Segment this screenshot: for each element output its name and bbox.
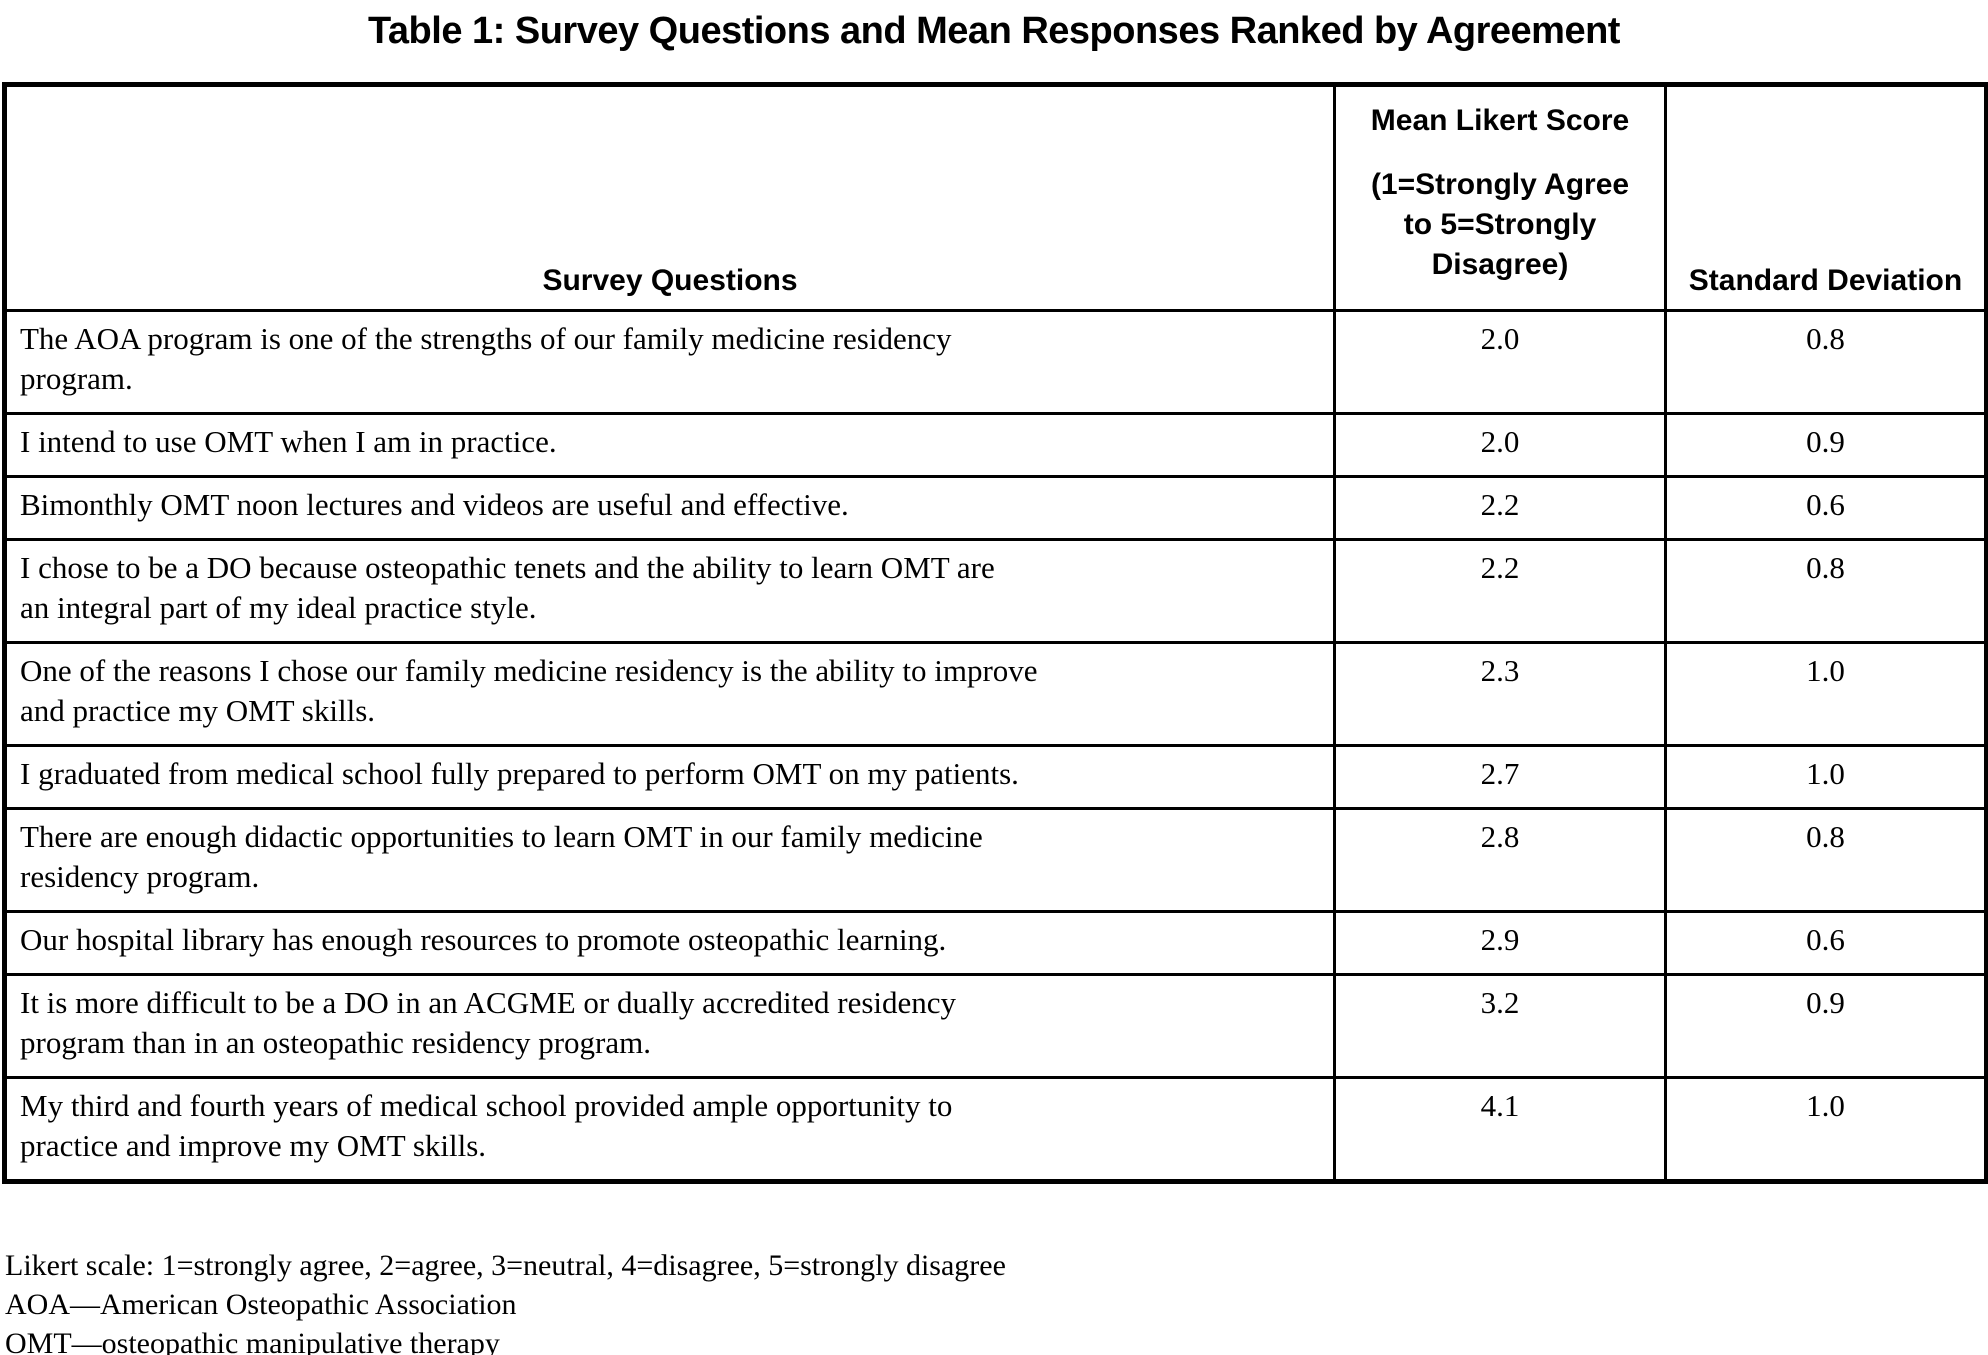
table-row: My third and fourth years of medical sch…	[3, 1076, 1988, 1183]
table-row: Bimonthly OMT noon lectures and videos a…	[3, 475, 1988, 541]
sd-cell: 0.8	[1664, 807, 1988, 913]
sd-cell: 0.9	[1664, 973, 1988, 1079]
question-cell: My third and fourth years of medical sch…	[3, 1076, 1336, 1183]
mean-score-cell: 2.2	[1333, 475, 1667, 541]
table-row: One of the reasons I chose our family me…	[3, 641, 1988, 747]
sd-cell: 0.8	[1664, 309, 1988, 415]
question-cell: Bimonthly OMT noon lectures and videos a…	[3, 475, 1336, 541]
mean-score-cell: 4.1	[1333, 1076, 1667, 1183]
table-row: It is more difficult to be a DO in an AC…	[3, 973, 1988, 1079]
likert-header-line1: Mean Likert Score	[1370, 104, 1630, 137]
footnote-aoa: AOA—American Osteopathic Association	[5, 1288, 517, 1321]
mean-score-cell: 2.0	[1333, 412, 1667, 478]
mean-score-cell: 2.0	[1333, 309, 1667, 415]
question-cell: There are enough didactic opportunities …	[3, 807, 1336, 913]
footnote-likert-scale: Likert scale: 1=strongly agree, 2=agree,…	[5, 1249, 1006, 1282]
question-cell: I chose to be a DO because osteopathic t…	[3, 538, 1336, 644]
header-row: Survey Questions Mean Likert Score (1=St…	[3, 83, 1988, 312]
question-cell: I graduated from medical school fully pr…	[3, 744, 1336, 810]
column-header-survey-questions: Survey Questions	[3, 83, 1336, 312]
sd-cell: 0.6	[1664, 475, 1988, 541]
question-cell: It is more difficult to be a DO in an AC…	[3, 973, 1336, 1079]
mean-score-cell: 2.8	[1333, 807, 1667, 913]
table-row: Our hospital library has enough resource…	[3, 910, 1988, 976]
sd-cell: 1.0	[1664, 744, 1988, 810]
mean-score-cell: 2.9	[1333, 910, 1667, 976]
table-row: I intend to use OMT when I am in practic…	[3, 412, 1988, 478]
survey-table: Survey Questions Mean Likert Score (1=St…	[2, 82, 1988, 1184]
mean-score-cell: 2.2	[1333, 538, 1667, 644]
sd-cell: 1.0	[1664, 641, 1988, 747]
sd-cell: 0.8	[1664, 538, 1988, 644]
mean-score-cell: 2.3	[1333, 641, 1667, 747]
question-cell: Our hospital library has enough resource…	[3, 910, 1336, 976]
table-row: I graduated from medical school fully pr…	[3, 744, 1988, 810]
sd-cell: 0.6	[1664, 910, 1988, 976]
question-cell: One of the reasons I chose our family me…	[3, 641, 1336, 747]
footnote-omt: OMT—osteopathic manipulative therapy	[5, 1327, 500, 1355]
mean-score-cell: 3.2	[1333, 973, 1667, 1079]
question-cell: The AOA program is one of the strengths …	[3, 309, 1336, 415]
likert-header-scale-note: (1=Strongly Agree to 5=Strongly Disagree…	[1370, 168, 1630, 281]
table-row: I chose to be a DO because osteopathic t…	[3, 538, 1988, 644]
table-title: Table 1: Survey Questions and Mean Respo…	[368, 10, 1620, 52]
footnotes: Likert scale: 1=strongly agree, 2=agree,…	[5, 1246, 1988, 1355]
table-row: The AOA program is one of the strengths …	[3, 309, 1988, 415]
sd-cell: 1.0	[1664, 1076, 1988, 1183]
table-row: There are enough didactic opportunities …	[3, 807, 1988, 913]
column-header-mean-likert-score: Mean Likert Score (1=Strongly Agree to 5…	[1333, 83, 1667, 312]
question-cell: I intend to use OMT when I am in practic…	[3, 412, 1336, 478]
column-header-standard-deviation: Standard Deviation	[1664, 83, 1988, 312]
sd-cell: 0.9	[1664, 412, 1988, 478]
mean-score-cell: 2.7	[1333, 744, 1667, 810]
